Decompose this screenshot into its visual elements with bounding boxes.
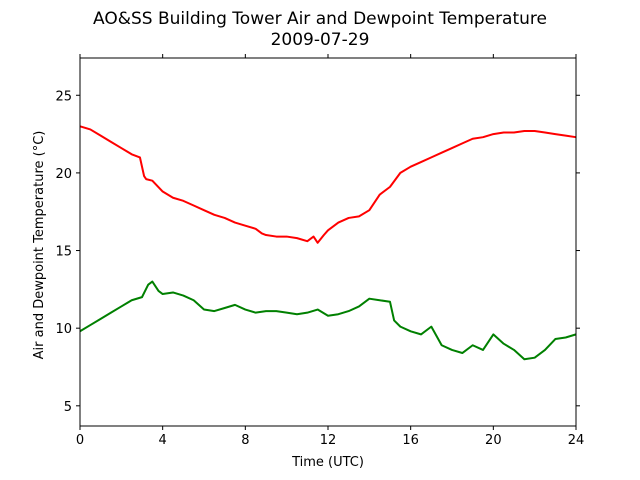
x-axis: 0 4 8 12 16 20 24	[76, 54, 584, 448]
y-axis-label: Air and Dewpoint Temperature (°C)	[32, 131, 47, 360]
x-tick-label: 16	[402, 433, 419, 448]
chart-subtitle: 2009-07-29	[271, 30, 370, 50]
x-tick-label: 20	[485, 433, 502, 448]
x-tick-label: 4	[159, 433, 167, 448]
chart-title: AO&SS Building Tower Air and Dewpoint Te…	[93, 9, 547, 29]
series-line-2	[79, 280, 577, 361]
y-tick-label: 20	[55, 167, 72, 182]
x-axis-label: Time (UTC)	[291, 455, 364, 470]
plot-frame	[79, 57, 577, 427]
y-tick-label: 15	[55, 245, 72, 260]
y-axis: 5 10 15 20 25	[55, 89, 580, 415]
series-line-1	[79, 125, 577, 244]
x-tick-label: 24	[568, 433, 585, 448]
x-tick-label: 12	[320, 433, 337, 448]
y-tick-label: 5	[64, 400, 72, 415]
y-tick-label: 10	[55, 322, 72, 337]
plot-area	[79, 57, 577, 427]
y-tick-label: 25	[55, 89, 72, 104]
x-tick-label: 8	[241, 433, 249, 448]
x-tick-label: 0	[76, 433, 84, 448]
